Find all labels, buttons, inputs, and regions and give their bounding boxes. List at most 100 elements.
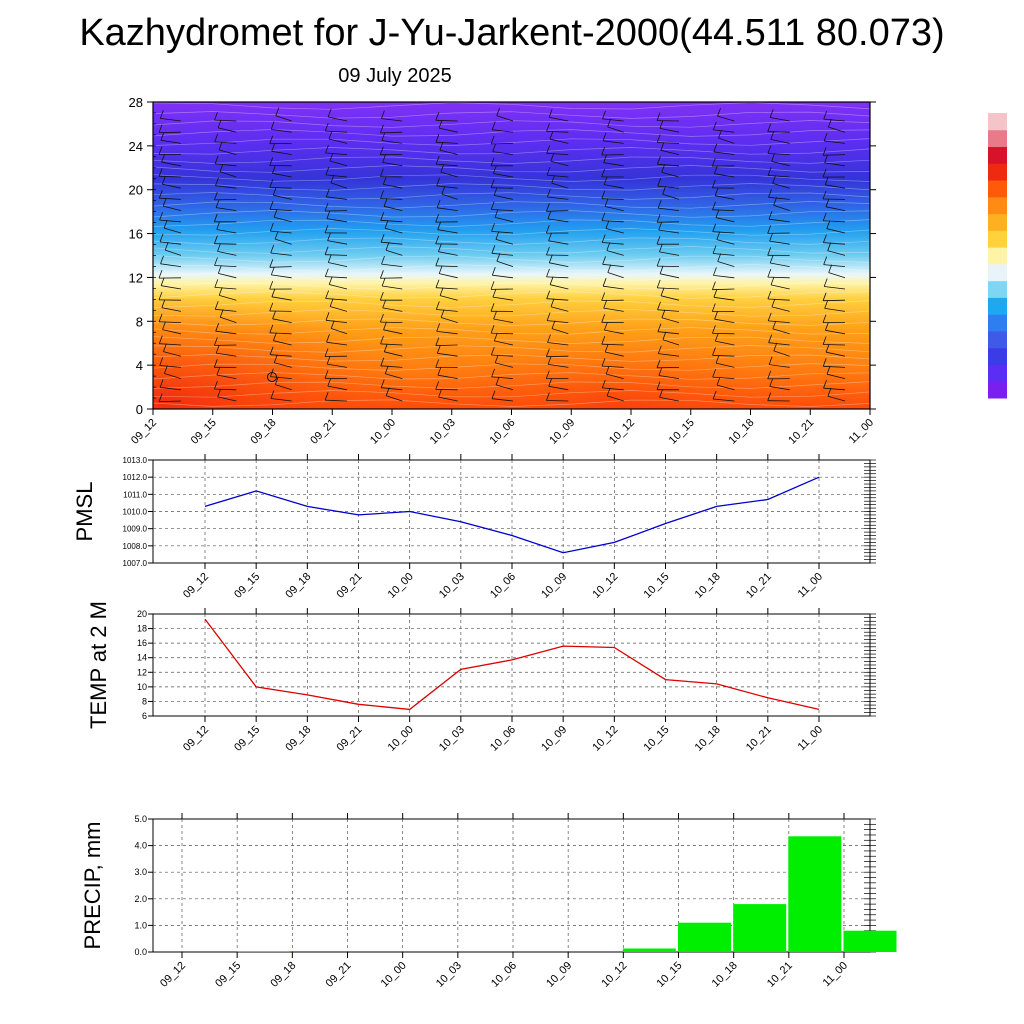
wind-barb	[159, 321, 182, 323]
wind-barb	[767, 131, 790, 133]
wind-barb-flag	[379, 292, 384, 301]
wind-barb-flag	[602, 256, 606, 265]
wind-barb-flag	[713, 289, 718, 298]
wind-barb-flag	[158, 190, 163, 199]
wind-barb-flag	[438, 388, 442, 398]
wind-barb	[494, 340, 514, 346]
temperature-contour	[152, 291, 871, 299]
wind-barb	[385, 373, 403, 379]
wind-barb-flag	[159, 233, 164, 243]
wind-barb	[325, 174, 348, 178]
wind-barb	[381, 118, 403, 122]
wind-barb-flag	[656, 381, 661, 390]
wind-barb-flag	[326, 334, 330, 343]
wind-barb-flag	[656, 236, 661, 245]
wind-barb	[770, 284, 790, 290]
wind-barb-flag	[660, 142, 665, 151]
heatmap-x-tick-label: 10_21	[786, 417, 816, 447]
temperature-contour	[152, 336, 871, 344]
wind-barb	[491, 143, 514, 145]
wind-barb	[551, 182, 569, 189]
wind-barb-flag	[438, 119, 443, 129]
x-tick-label: 09_12	[158, 960, 188, 990]
wind-barb-flag	[491, 368, 495, 378]
heatmap-y-tick-label: 24	[129, 139, 143, 154]
colorbar-swatch	[988, 347, 1007, 365]
wind-barb-flag	[712, 325, 716, 334]
wind-barb-flag	[161, 154, 165, 163]
plot-frame	[152, 613, 871, 717]
temperature-contour	[152, 381, 871, 389]
wind-barb-flag	[601, 336, 606, 345]
wind-barb	[769, 240, 790, 245]
wind-barb-flag	[823, 234, 827, 243]
wind-barb-flag	[219, 309, 224, 318]
wind-barb	[215, 308, 237, 312]
wind-barb-flag	[548, 254, 553, 263]
wind-barb-flag	[712, 281, 716, 290]
wind-barb	[440, 171, 458, 178]
wind-barb	[384, 227, 403, 234]
wind-barb-flag	[767, 145, 772, 154]
wind-barb-flag	[711, 157, 716, 167]
wind-barb-flag	[214, 111, 218, 121]
wind-barb	[383, 329, 403, 335]
wind-barb-flag	[714, 187, 719, 196]
wind-barb-flag	[826, 220, 831, 229]
wind-barb	[440, 317, 458, 323]
wind-barb	[658, 353, 680, 357]
wind-barb	[329, 284, 348, 290]
wind-barb-flag	[822, 292, 827, 301]
wind-barb	[662, 193, 680, 200]
x-tick-label: 10_06	[489, 960, 519, 990]
wind-barb-flag	[380, 335, 384, 345]
wind-barb-flag	[163, 343, 167, 352]
wind-barb	[660, 149, 680, 155]
wind-barb	[546, 298, 569, 301]
wind-barb-flag	[381, 110, 385, 119]
wind-barb	[767, 153, 790, 155]
wind-barb	[380, 277, 403, 279]
wind-barb-flag	[219, 163, 224, 172]
wind-barb	[326, 341, 348, 346]
wind-barb-flag	[272, 187, 277, 196]
wind-barb	[435, 344, 458, 347]
wind-barb-flag	[274, 230, 279, 240]
wind-barb	[768, 196, 790, 200]
wind-barb	[601, 198, 624, 200]
wind-barb-flag	[604, 321, 608, 331]
wind-barb	[438, 396, 458, 402]
wind-barb-flag	[325, 290, 329, 299]
wind-barb	[214, 141, 237, 144]
wind-barb-flag	[216, 221, 221, 230]
y-tick-label: 3.0	[134, 867, 147, 877]
wind-barb	[713, 275, 735, 279]
wind-barb	[159, 365, 182, 368]
wind-barb	[163, 205, 182, 211]
wind-barb-flag	[158, 313, 163, 322]
wind-barb	[712, 253, 735, 256]
wind-barb-flag	[158, 124, 163, 133]
wind-barb	[435, 119, 458, 122]
wind-barb	[219, 171, 237, 178]
wind-barb-flag	[435, 381, 440, 390]
wind-barb	[824, 286, 846, 290]
wind-barb	[603, 285, 624, 290]
temperature-contour	[152, 111, 871, 119]
wind-barb-flag	[384, 220, 389, 229]
x-tick-label: 10_21	[744, 724, 774, 754]
wind-barb-flag	[656, 279, 661, 289]
wind-barb-flag	[657, 156, 661, 165]
wind-barb	[382, 307, 403, 312]
wind-barb-flag	[662, 331, 667, 340]
wind-barb	[717, 261, 735, 267]
wind-barb	[767, 276, 790, 279]
temperature-contour	[152, 192, 871, 200]
wind-barb	[773, 350, 790, 357]
wind-barb	[161, 285, 182, 290]
wind-barb-flag	[327, 108, 332, 118]
wind-barb	[330, 182, 348, 189]
wind-barb-flag	[492, 143, 497, 152]
wind-barb-flag	[712, 121, 717, 131]
